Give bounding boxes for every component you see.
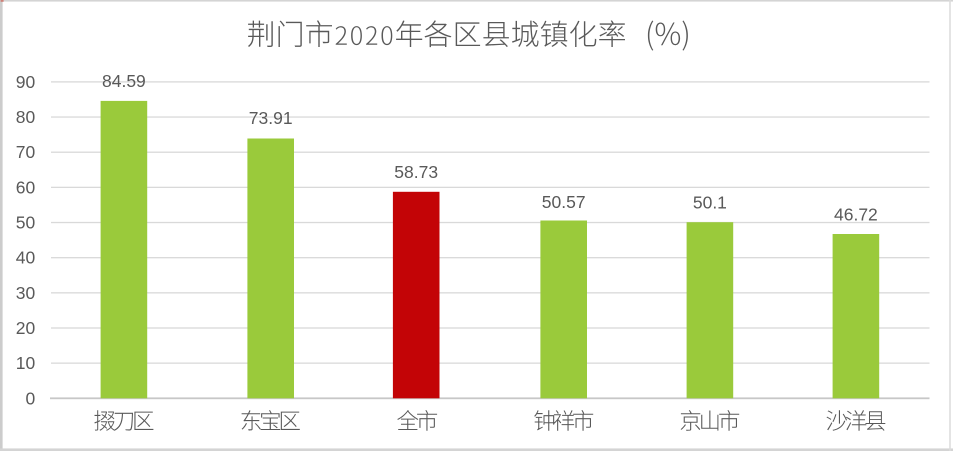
svg-text:50.57: 50.57 (542, 192, 586, 212)
svg-text:73.91: 73.91 (249, 108, 293, 128)
svg-text:80: 80 (16, 107, 36, 127)
svg-text:40: 40 (16, 248, 36, 268)
svg-text:50.1: 50.1 (693, 193, 727, 213)
svg-text:70: 70 (16, 142, 36, 162)
svg-text:10: 10 (16, 353, 36, 373)
svg-text:58.73: 58.73 (394, 162, 438, 182)
svg-text:84.59: 84.59 (102, 71, 146, 91)
svg-text:0: 0 (25, 388, 35, 408)
svg-text:50: 50 (16, 213, 36, 233)
svg-text:30: 30 (16, 283, 36, 303)
svg-text:20: 20 (16, 318, 36, 338)
svg-text:46.72: 46.72 (834, 205, 878, 225)
svg-text:60: 60 (16, 177, 36, 197)
svg-text:90: 90 (16, 72, 36, 92)
